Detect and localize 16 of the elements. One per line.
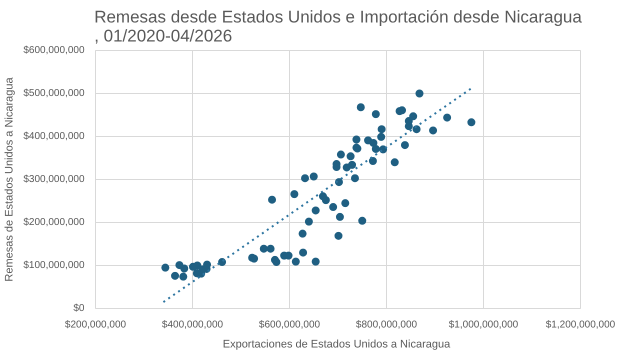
x-tick-label: $800,000,000 [356, 320, 418, 330]
x-tick-label: $1,200,000,000 [546, 320, 616, 330]
x-tick-label: $200,000,000 [64, 320, 127, 330]
x-tick-label: $600,000,000 [258, 320, 321, 330]
y-axis-title: Remesas de Estados Unidos a Nicaragua [3, 76, 16, 282]
y-tick-label: $400,000,000 [23, 131, 85, 142]
x-axis-title: Exportaciones de Estados Unidos a Nicaragua [222, 338, 452, 350]
chart-title: Remesas desde Estados Unidos e Importación desde Nicaragua , 01/2020-04/2026 [94, 8, 582, 46]
y-tick-label: $100,000,000 [23, 260, 85, 271]
x-tick-label: $1,000,000,000 [448, 320, 519, 330]
y-tick-label: $300,000,000 [23, 174, 85, 185]
x-tick-label: $400,000,000 [162, 320, 224, 330]
y-tick-label: $200,000,000 [23, 217, 85, 228]
y-tick-label: $500,000,000 [23, 88, 85, 99]
y-tick-label: $600,000,000 [23, 45, 85, 56]
y-tick-label: $0 [73, 303, 85, 314]
